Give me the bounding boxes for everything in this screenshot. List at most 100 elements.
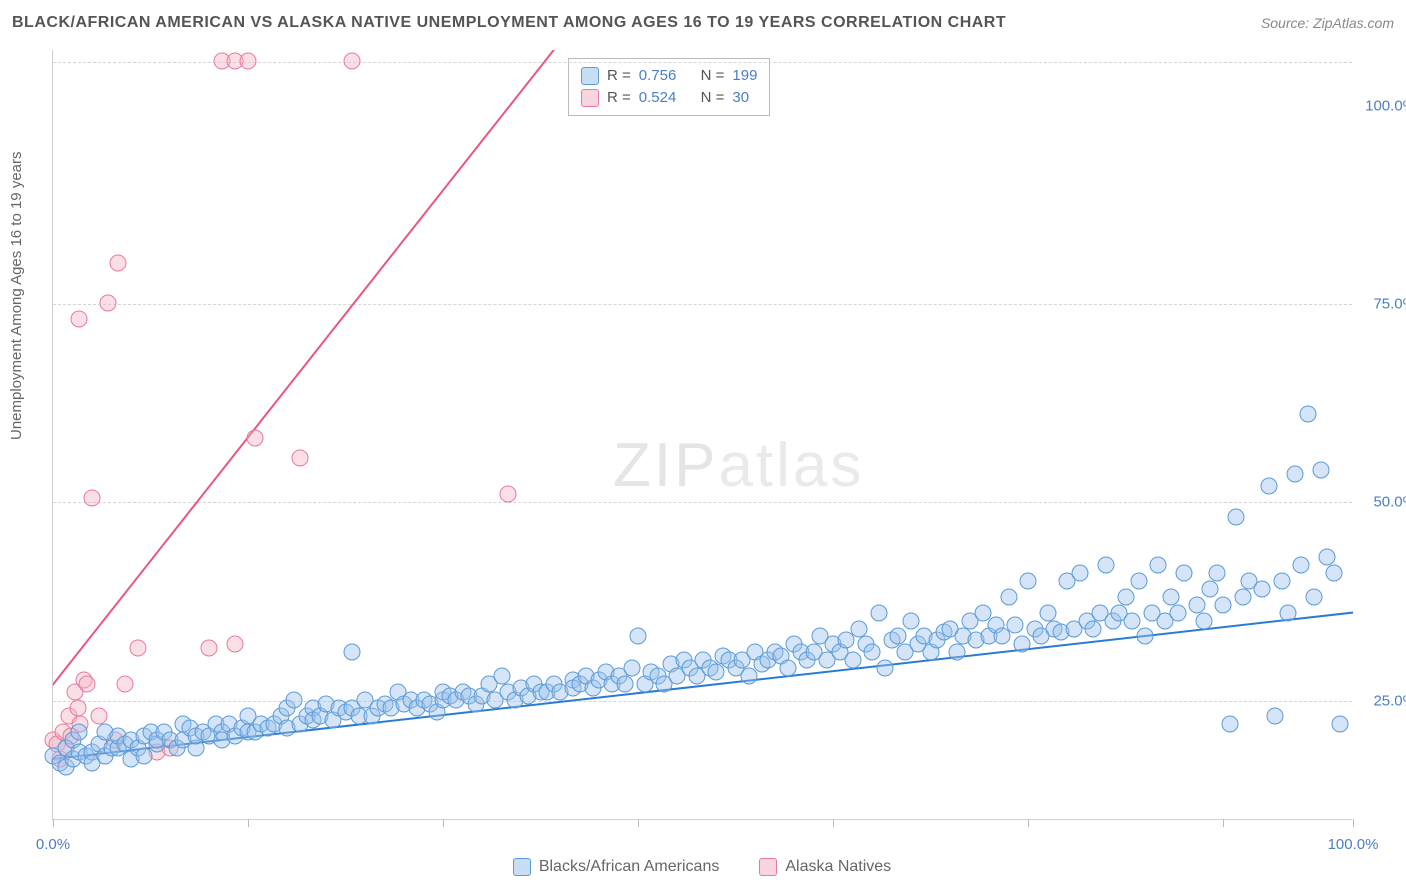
chart-plot-area: ZIPatlas R = 0.756 N = 199 R = 0.524 N =… <box>52 50 1352 820</box>
y-tick-label: 50.0% <box>1360 494 1406 511</box>
data-point-blue <box>1299 406 1316 423</box>
legend-item-blue: Blacks/African Americans <box>513 858 720 876</box>
data-point-blue <box>1306 588 1323 605</box>
y-axis-label: Unemployment Among Ages 16 to 19 years <box>8 151 25 440</box>
x-tick-label: 0.0% <box>36 836 70 853</box>
legend-row-pink: R = 0.524 N = 30 <box>581 87 757 109</box>
x-tick <box>443 819 444 827</box>
y-tick-label: 25.0% <box>1360 692 1406 709</box>
data-point-pink <box>240 52 257 69</box>
data-point-blue <box>1007 616 1024 633</box>
x-tick <box>1353 819 1354 827</box>
legend-item-pink: Alaska Natives <box>759 858 891 876</box>
data-point-blue <box>1000 588 1017 605</box>
data-point-pink <box>500 485 517 502</box>
data-point-blue <box>1332 715 1349 732</box>
data-point-blue <box>1195 612 1212 629</box>
data-point-pink <box>116 676 133 693</box>
series-legend: Blacks/African Americans Alaska Natives <box>52 858 1352 876</box>
data-point-pink <box>292 449 309 466</box>
data-point-blue <box>1267 707 1284 724</box>
data-point-blue <box>1319 549 1336 566</box>
data-point-blue <box>890 628 907 645</box>
swatch-pink-icon <box>759 858 777 876</box>
data-point-blue <box>1325 564 1342 581</box>
data-point-pink <box>344 52 361 69</box>
data-point-pink <box>129 640 146 657</box>
data-point-blue <box>1163 588 1180 605</box>
data-point-blue <box>623 660 640 677</box>
x-tick <box>833 819 834 827</box>
swatch-pink-icon <box>581 89 599 107</box>
data-point-blue <box>1221 715 1238 732</box>
data-point-blue <box>864 644 881 661</box>
x-tick <box>1223 819 1224 827</box>
data-point-blue <box>1117 588 1134 605</box>
data-point-blue <box>71 723 88 740</box>
legend-row-blue: R = 0.756 N = 199 <box>581 65 757 87</box>
chart-title: BLACK/AFRICAN AMERICAN VS ALASKA NATIVE … <box>12 14 1006 32</box>
data-point-blue <box>844 652 861 669</box>
data-point-blue <box>1124 612 1141 629</box>
grid-line <box>53 502 1352 503</box>
data-point-blue <box>851 620 868 637</box>
data-point-blue <box>1130 572 1147 589</box>
data-point-blue <box>779 660 796 677</box>
source-link[interactable]: ZipAtlas.com <box>1313 15 1394 31</box>
swatch-blue-icon <box>513 858 531 876</box>
data-point-blue <box>903 612 920 629</box>
data-point-blue <box>1260 477 1277 494</box>
data-point-blue <box>1039 604 1056 621</box>
data-point-blue <box>1312 461 1329 478</box>
data-point-blue <box>1293 556 1310 573</box>
watermark: ZIPatlas <box>613 430 864 501</box>
grid-line <box>53 701 1352 702</box>
data-point-pink <box>227 636 244 653</box>
data-point-pink <box>90 707 107 724</box>
x-tick <box>248 819 249 827</box>
data-point-pink <box>78 676 95 693</box>
x-tick <box>638 819 639 827</box>
data-point-blue <box>1215 596 1232 613</box>
x-tick <box>1028 819 1029 827</box>
correlation-legend: R = 0.756 N = 199 R = 0.524 N = 30 <box>568 58 770 116</box>
data-point-pink <box>246 429 263 446</box>
data-point-blue <box>1150 556 1167 573</box>
data-point-blue <box>344 644 361 661</box>
data-point-blue <box>1169 604 1186 621</box>
data-point-blue <box>1234 588 1251 605</box>
chart-header: BLACK/AFRICAN AMERICAN VS ALASKA NATIVE … <box>12 14 1394 32</box>
data-point-blue <box>870 604 887 621</box>
x-tick <box>53 819 54 827</box>
data-point-blue <box>1098 556 1115 573</box>
data-point-pink <box>71 310 88 327</box>
data-point-blue <box>630 628 647 645</box>
data-point-blue <box>617 676 634 693</box>
data-point-blue <box>948 644 965 661</box>
data-point-blue <box>994 628 1011 645</box>
data-point-blue <box>1208 564 1225 581</box>
y-tick-label: 75.0% <box>1360 296 1406 313</box>
swatch-blue-icon <box>581 67 599 85</box>
chart-source: Source: ZipAtlas.com <box>1261 15 1394 31</box>
y-tick-label: 100.0% <box>1360 97 1406 114</box>
data-point-blue <box>1280 604 1297 621</box>
data-point-blue <box>1273 572 1290 589</box>
data-point-pink <box>110 255 127 272</box>
x-tick-label: 100.0% <box>1328 836 1379 853</box>
data-point-blue <box>285 691 302 708</box>
data-point-blue <box>1072 564 1089 581</box>
data-point-blue <box>1013 636 1030 653</box>
data-point-blue <box>1286 465 1303 482</box>
data-point-blue <box>1020 572 1037 589</box>
data-point-blue <box>1228 509 1245 526</box>
data-point-pink <box>99 295 116 312</box>
data-point-blue <box>1176 564 1193 581</box>
data-point-blue <box>493 668 510 685</box>
data-point-blue <box>1254 580 1271 597</box>
data-point-blue <box>1202 580 1219 597</box>
data-point-blue <box>1085 620 1102 637</box>
data-point-blue <box>1189 596 1206 613</box>
data-point-pink <box>69 699 86 716</box>
data-point-blue <box>877 660 894 677</box>
